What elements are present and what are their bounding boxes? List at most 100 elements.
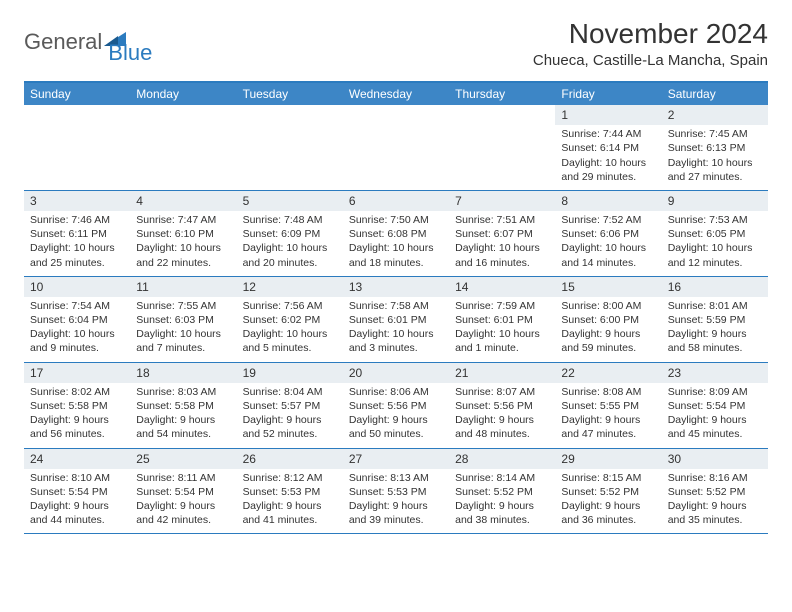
sunset-text: Sunset: 5:55 PM [561, 399, 655, 413]
logo: General Blue [24, 18, 152, 66]
daylight-text: Daylight: 10 hours and 12 minutes. [668, 241, 762, 269]
sunrise-text: Sunrise: 7:51 AM [455, 213, 549, 227]
day-cell: 7 Sunrise: 7:51 AMSunset: 6:07 PMDaylight… [449, 191, 555, 276]
sunset-text: Sunset: 5:52 PM [455, 485, 549, 499]
sunrise-text: Sunrise: 7:55 AM [136, 299, 230, 313]
day-number: 12 [237, 277, 343, 297]
sunset-text: Sunset: 6:00 PM [561, 313, 655, 327]
daylight-text: Daylight: 10 hours and 18 minutes. [349, 241, 443, 269]
empty-cell: . [130, 105, 236, 190]
day-header-cell: Thursday [449, 83, 555, 105]
day-number: 6 [343, 191, 449, 211]
day-number: 28 [449, 449, 555, 469]
calendar: SundayMondayTuesdayWednesdayThursdayFrid… [24, 81, 768, 534]
day-number: 30 [662, 449, 768, 469]
day-header-cell: Wednesday [343, 83, 449, 105]
day-cell: 29Sunrise: 8:15 AMSunset: 5:52 PMDayligh… [555, 449, 661, 534]
day-cell: 24Sunrise: 8:10 AMSunset: 5:54 PMDayligh… [24, 449, 130, 534]
header: General Blue November 2024 Chueca, Casti… [0, 0, 792, 73]
day-number: 1 [555, 105, 661, 125]
day-number: 22 [555, 363, 661, 383]
sunrise-text: Sunrise: 8:10 AM [30, 471, 124, 485]
empty-cell: . [343, 105, 449, 190]
day-number: 2 [662, 105, 768, 125]
sunset-text: Sunset: 5:53 PM [349, 485, 443, 499]
sunset-text: Sunset: 6:06 PM [561, 227, 655, 241]
day-header-row: SundayMondayTuesdayWednesdayThursdayFrid… [24, 83, 768, 105]
sunrise-text: Sunrise: 8:15 AM [561, 471, 655, 485]
day-cell: 4Sunrise: 7:47 AMSunset: 6:10 PMDaylight… [130, 191, 236, 276]
daylight-text: Daylight: 9 hours and 36 minutes. [561, 499, 655, 527]
day-cell: 19Sunrise: 8:04 AMSunset: 5:57 PMDayligh… [237, 363, 343, 448]
day-number: 25 [130, 449, 236, 469]
day-cell: 25Sunrise: 8:11 AMSunset: 5:54 PMDayligh… [130, 449, 236, 534]
sunrise-text: Sunrise: 7:48 AM [243, 213, 337, 227]
daylight-text: Daylight: 10 hours and 22 minutes. [136, 241, 230, 269]
sunrise-text: Sunrise: 8:08 AM [561, 385, 655, 399]
week-row: 3Sunrise: 7:46 AMSunset: 6:11 PMDaylight… [24, 191, 768, 277]
empty-cell: . [449, 105, 555, 190]
sunrise-text: Sunrise: 8:01 AM [668, 299, 762, 313]
day-number: 9 [662, 191, 768, 211]
sunrise-text: Sunrise: 7:50 AM [349, 213, 443, 227]
sunset-text: Sunset: 6:01 PM [349, 313, 443, 327]
logo-text-general: General [24, 29, 102, 55]
day-number: 29 [555, 449, 661, 469]
sunrise-text: Sunrise: 7:56 AM [243, 299, 337, 313]
sunset-text: Sunset: 5:59 PM [668, 313, 762, 327]
sunset-text: Sunset: 5:53 PM [243, 485, 337, 499]
day-number: 18 [130, 363, 236, 383]
sunrise-text: Sunrise: 8:09 AM [668, 385, 762, 399]
daylight-text: Daylight: 10 hours and 9 minutes. [30, 327, 124, 355]
sunrise-text: Sunrise: 7:53 AM [668, 213, 762, 227]
daylight-text: Daylight: 9 hours and 39 minutes. [349, 499, 443, 527]
day-header-cell: Saturday [662, 83, 768, 105]
sunset-text: Sunset: 6:09 PM [243, 227, 337, 241]
day-cell: 8Sunrise: 7:52 AMSunset: 6:06 PMDaylight… [555, 191, 661, 276]
daylight-text: Daylight: 10 hours and 29 minutes. [561, 156, 655, 184]
day-cell: 14Sunrise: 7:59 AMSunset: 6:01 PMDayligh… [449, 277, 555, 362]
daylight-text: Daylight: 10 hours and 25 minutes. [30, 241, 124, 269]
day-number: 3 [24, 191, 130, 211]
day-header-cell: Sunday [24, 83, 130, 105]
day-cell: 21Sunrise: 8:07 AMSunset: 5:56 PMDayligh… [449, 363, 555, 448]
sunset-text: Sunset: 6:13 PM [668, 141, 762, 155]
daylight-text: Daylight: 10 hours and 7 minutes. [136, 327, 230, 355]
daylight-text: Daylight: 10 hours and 14 minutes. [561, 241, 655, 269]
sunset-text: Sunset: 5:54 PM [30, 485, 124, 499]
daylight-text: Daylight: 9 hours and 44 minutes. [30, 499, 124, 527]
daylight-text: Daylight: 10 hours and 27 minutes. [668, 156, 762, 184]
week-row: .....1Sunrise: 7:44 AMSunset: 6:14 PMDay… [24, 105, 768, 191]
sunrise-text: Sunrise: 7:47 AM [136, 213, 230, 227]
sunrise-text: Sunrise: 8:00 AM [561, 299, 655, 313]
day-cell: 15Sunrise: 8:00 AMSunset: 6:00 PMDayligh… [555, 277, 661, 362]
location-text: Chueca, Castille-La Mancha, Spain [533, 52, 768, 69]
daylight-text: Daylight: 9 hours and 38 minutes. [455, 499, 549, 527]
day-number: 20 [343, 363, 449, 383]
sunset-text: Sunset: 6:14 PM [561, 141, 655, 155]
sunrise-text: Sunrise: 8:04 AM [243, 385, 337, 399]
daylight-text: Daylight: 9 hours and 35 minutes. [668, 499, 762, 527]
day-number: 27 [343, 449, 449, 469]
sunrise-text: Sunrise: 8:16 AM [668, 471, 762, 485]
daylight-text: Daylight: 9 hours and 47 minutes. [561, 413, 655, 441]
day-number: 10 [24, 277, 130, 297]
sunrise-text: Sunrise: 7:46 AM [30, 213, 124, 227]
sunrise-text: Sunrise: 7:59 AM [455, 299, 549, 313]
sunset-text: Sunset: 6:07 PM [455, 227, 549, 241]
sunrise-text: Sunrise: 8:13 AM [349, 471, 443, 485]
day-number: 7 [449, 191, 555, 211]
week-row: 10Sunrise: 7:54 AMSunset: 6:04 PMDayligh… [24, 277, 768, 363]
day-number: 14 [449, 277, 555, 297]
sunrise-text: Sunrise: 8:12 AM [243, 471, 337, 485]
day-header-cell: Friday [555, 83, 661, 105]
day-cell: 6Sunrise: 7:50 AMSunset: 6:08 PMDaylight… [343, 191, 449, 276]
title-block: November 2024 Chueca, Castille-La Mancha… [533, 18, 768, 69]
sunset-text: Sunset: 5:52 PM [668, 485, 762, 499]
logo-text-blue: Blue [108, 40, 152, 66]
sunset-text: Sunset: 6:11 PM [30, 227, 124, 241]
week-row: 17Sunrise: 8:02 AMSunset: 5:58 PMDayligh… [24, 363, 768, 449]
day-cell: 5Sunrise: 7:48 AMSunset: 6:09 PMDaylight… [237, 191, 343, 276]
sunrise-text: Sunrise: 8:11 AM [136, 471, 230, 485]
daylight-text: Daylight: 10 hours and 16 minutes. [455, 241, 549, 269]
